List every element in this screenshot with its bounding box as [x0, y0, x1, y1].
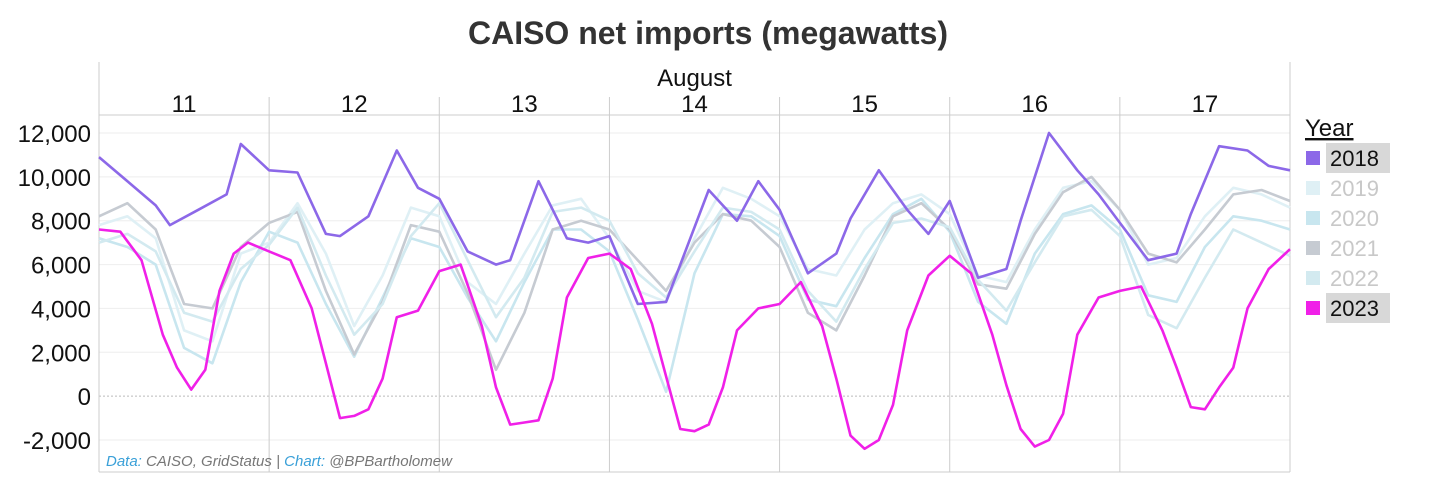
- y-tick-label: 0: [78, 384, 91, 411]
- legend-label: 2022: [1330, 266, 1379, 291]
- legend-item-2022[interactable]: 2022: [1306, 266, 1379, 291]
- legend-swatch: [1306, 241, 1320, 255]
- x-tick-label: 15: [851, 91, 878, 118]
- legend-item-2018[interactable]: 2018: [1306, 143, 1390, 173]
- series-line-2023: [98, 228, 1291, 451]
- legend-title: Year: [1305, 115, 1354, 142]
- chart-title: CAISO net imports (megawatts): [468, 15, 948, 51]
- legend-label: 2021: [1330, 236, 1379, 261]
- legend-label: 2020: [1330, 206, 1379, 231]
- y-tick-label: 10,000: [18, 165, 91, 192]
- legend-swatch: [1306, 181, 1320, 195]
- y-tick-label: 8,000: [31, 209, 91, 236]
- x-tick-label: 14: [681, 91, 708, 118]
- y-tick-label: 2,000: [31, 340, 91, 367]
- legend-label: 2018: [1330, 146, 1379, 171]
- legend-item-2019[interactable]: 2019: [1306, 176, 1379, 201]
- series-layer: [98, 131, 1291, 451]
- x-tick-label: 17: [1192, 91, 1219, 118]
- credit-data-source: CAISO, GridStatus |: [142, 453, 284, 470]
- legend-item-2023[interactable]: 2023: [1306, 293, 1390, 323]
- x-tick-label: 12: [341, 91, 368, 118]
- legend-highlight: [1326, 293, 1390, 323]
- y-tick-label: 4,000: [31, 296, 91, 323]
- y-tick-label: -2,000: [23, 428, 91, 455]
- credit-data-label: Data:: [106, 453, 142, 470]
- credit-chart-label: Chart:: [284, 453, 325, 470]
- x-tick-label: 11: [172, 91, 197, 118]
- legend-item-2021[interactable]: 2021: [1306, 236, 1379, 261]
- y-tick-label: 6,000: [31, 253, 91, 280]
- series-line-2020: [98, 197, 1291, 394]
- legend-swatch: [1306, 151, 1320, 165]
- legend-label: 2019: [1330, 176, 1379, 201]
- series-line-2022: [98, 201, 1291, 336]
- series-line-2021: [98, 175, 1291, 372]
- legend-label: 2023: [1330, 296, 1379, 321]
- legend-swatch: [1306, 211, 1320, 225]
- legend-highlight: [1326, 143, 1390, 173]
- series-line-2018: [98, 131, 1291, 306]
- y-tick-label: 12,000: [18, 121, 91, 148]
- chart-axes: -2,000 0 2,000 4,000 6,000 8,000 10,000 12,000 A…: [18, 62, 1291, 473]
- x-tick-label: 13: [511, 91, 538, 118]
- legend-swatch: [1306, 271, 1320, 285]
- x-tick-label: 16: [1021, 91, 1048, 118]
- x-header-label: August: [657, 65, 732, 92]
- chart-credit: Data: CAISO, GridStatus | Chart: @BPBart…: [106, 453, 453, 470]
- legend: Year 2018 2019 2020 2021 2022 2023: [1305, 115, 1390, 323]
- credit-chart-author: @BPBartholomew: [325, 453, 453, 470]
- series-line-2019: [98, 179, 1291, 343]
- legend-item-2020[interactable]: 2020: [1306, 206, 1379, 231]
- legend-swatch: [1306, 301, 1320, 315]
